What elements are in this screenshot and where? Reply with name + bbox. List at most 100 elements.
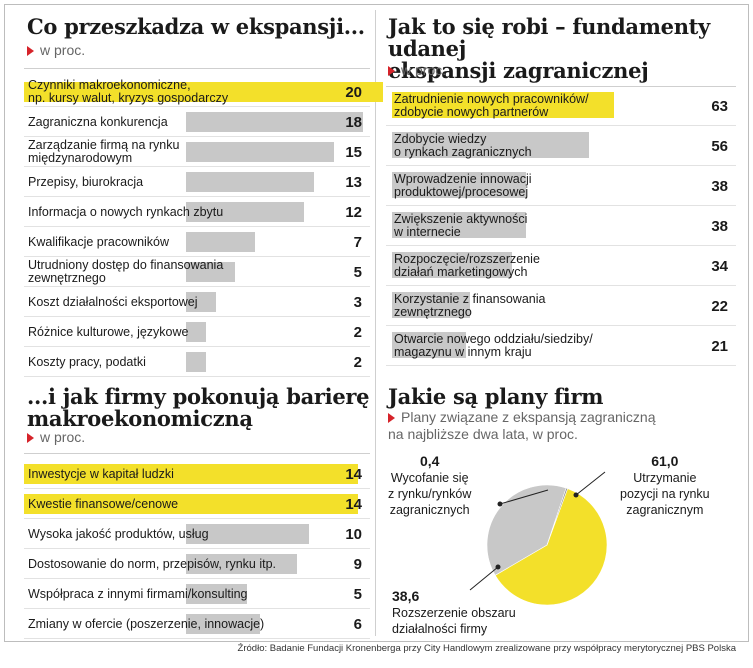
subtitle-line: na najbliższe dwa lata, w proc.	[388, 426, 578, 442]
bar-value: 38	[711, 177, 728, 195]
bar-label: Zdobycie wiedzy o rynkach zagranicznych	[394, 132, 532, 159]
bar-row: Zatrudnienie nowych pracowników/ zdobyci…	[386, 86, 736, 126]
triangle-icon	[388, 66, 395, 77]
bar-row: Rozpoczęcie/rozszerzenie działań marketi…	[386, 246, 736, 286]
panel4-title: Jakie są plany firm	[388, 386, 603, 408]
panel2-title: Jak to się robi – fundamenty udanej ekspa…	[388, 16, 753, 82]
bar-row: Zagraniczna konkurencja 18	[24, 107, 370, 137]
leader-dot	[573, 492, 579, 498]
title-line: Co przeszkadza w ekspansji...	[27, 14, 365, 39]
row-separator	[386, 365, 736, 366]
pie-slice	[486, 484, 567, 576]
bar-row: Kwestie finansowe/cenowe 14	[24, 489, 370, 519]
row-separator	[386, 125, 736, 126]
row-separator	[24, 226, 370, 227]
bar	[186, 142, 334, 162]
panel2-unit: w proc.	[388, 62, 446, 78]
bar-row: Koszty pracy, podatki 2	[24, 347, 370, 377]
bar-value: 34	[711, 257, 728, 275]
bar	[186, 262, 236, 282]
panel4-subtitle: Plany związane z ekspansją zagraniczną na…	[388, 409, 655, 443]
bar-row: Wprowadzenie innowacji produktowej/proce…	[386, 166, 736, 206]
row-separator	[24, 548, 370, 549]
bar-label: Informacja o nowych rynkach zbytu	[28, 204, 224, 219]
bar	[186, 584, 248, 604]
bar-value: 18	[345, 113, 362, 131]
bar-row: Wysoka jakość produktów, usług 10	[24, 519, 370, 549]
bar-row: Informacja o nowych rynkach zbytu 12	[24, 197, 370, 227]
bar-value: 15	[345, 143, 362, 161]
pie-label-line: Rozszerzenie obszaru	[392, 606, 516, 620]
panel1-unit: w proc.	[27, 42, 85, 58]
row-separator	[24, 608, 370, 609]
bar-label: Wprowadzenie innowacji produktowej/proce…	[394, 172, 532, 199]
bar-row: Kwalifikacje pracowników 7	[24, 227, 370, 257]
pie-value: 38,6	[392, 588, 420, 604]
title-line: makroekonomiczną	[27, 406, 253, 431]
row-separator	[386, 285, 736, 286]
row-separator	[24, 256, 370, 257]
panel1-title: Co przeszkadza w ekspansji...	[27, 16, 365, 38]
bar-value: 2	[353, 353, 362, 371]
pie-label-line: działalności firmy	[392, 622, 488, 636]
bar-label: Zatrudnienie nowych pracowników/ zdobyci…	[394, 92, 589, 119]
row-separator	[24, 166, 370, 167]
bar	[186, 322, 206, 342]
bar-label: Wysoka jakość produktów, usług	[28, 526, 209, 541]
pie-label-line: Utrzymanie	[633, 471, 697, 485]
triangle-icon	[27, 433, 34, 444]
subtitle-line: Plany związane z ekspansją zagraniczną	[401, 409, 656, 425]
bar-value: 2	[353, 323, 362, 341]
bar-value: 63	[711, 97, 728, 115]
bar	[186, 614, 260, 634]
panel3-unit: w proc.	[27, 429, 85, 445]
pie-label-line: zagranicznych	[389, 503, 470, 517]
bar-value: 10	[345, 525, 362, 543]
bar	[392, 252, 512, 278]
row-separator	[24, 106, 370, 107]
row-separator	[24, 376, 370, 377]
bar-value: 6	[353, 615, 362, 633]
bar-row: Koszt działalności eksportowej 3	[24, 287, 370, 317]
bar	[24, 494, 358, 514]
bar-value: 38	[711, 217, 728, 235]
panel1-rule	[24, 68, 370, 69]
bar-label: Czynniki makroekonomiczne, np. kursy wal…	[28, 78, 229, 105]
bar	[186, 172, 315, 192]
row-separator	[24, 136, 370, 137]
bar	[392, 212, 526, 238]
bar-value: 22	[711, 297, 728, 315]
row-separator	[386, 325, 736, 326]
triangle-icon	[388, 413, 395, 424]
leader-line	[575, 471, 606, 496]
bar	[186, 554, 297, 574]
bar-value: 12	[345, 203, 362, 221]
pie-label-line: Wycofanie się	[390, 471, 469, 485]
row-separator	[24, 638, 370, 639]
bar-row: Czynniki makroekonomiczne, np. kursy wal…	[24, 77, 383, 107]
bar-value: 3	[353, 293, 362, 311]
pie-label-withdraw: 0,4 Wycofanie się z rynku/rynków zagraniczn…	[388, 453, 471, 518]
bar-value: 20	[345, 83, 362, 101]
pie-chart	[486, 484, 608, 606]
pie-slice	[546, 487, 568, 546]
bar	[186, 112, 364, 132]
bar-row: Przepisy, biurokracja 13	[24, 167, 370, 197]
bar-value: 13	[345, 173, 362, 191]
triangle-icon	[27, 46, 34, 57]
pie-label-line: pozycji na rynku	[620, 487, 710, 501]
bar-label: Koszt działalności eksportowej	[28, 294, 198, 309]
bar-value: 5	[353, 585, 362, 603]
bar-row: Zmiany w ofercie (poszerzenie, innowacje…	[24, 609, 370, 639]
title-line: ekspansji zagranicznej	[388, 58, 649, 83]
bar-row: Utrudniony dostęp do finansowania zewnęt…	[24, 257, 370, 287]
bar-label: Zmiany w ofercie (poszerzenie, innowacje…	[28, 616, 265, 631]
bar-label: Różnice kulturowe, językowe	[28, 324, 189, 339]
bar-value: 14	[345, 495, 362, 513]
source-note: Źródło: Badanie Fundacji Kronenberga prz…	[237, 643, 736, 654]
panel3-rule	[24, 453, 370, 454]
bar-label: Koszty pracy, podatki	[28, 354, 146, 369]
row-separator	[386, 205, 736, 206]
bar	[186, 232, 255, 252]
bar-row: Zarządzanie firmą na rynku międzynarodow…	[24, 137, 370, 167]
